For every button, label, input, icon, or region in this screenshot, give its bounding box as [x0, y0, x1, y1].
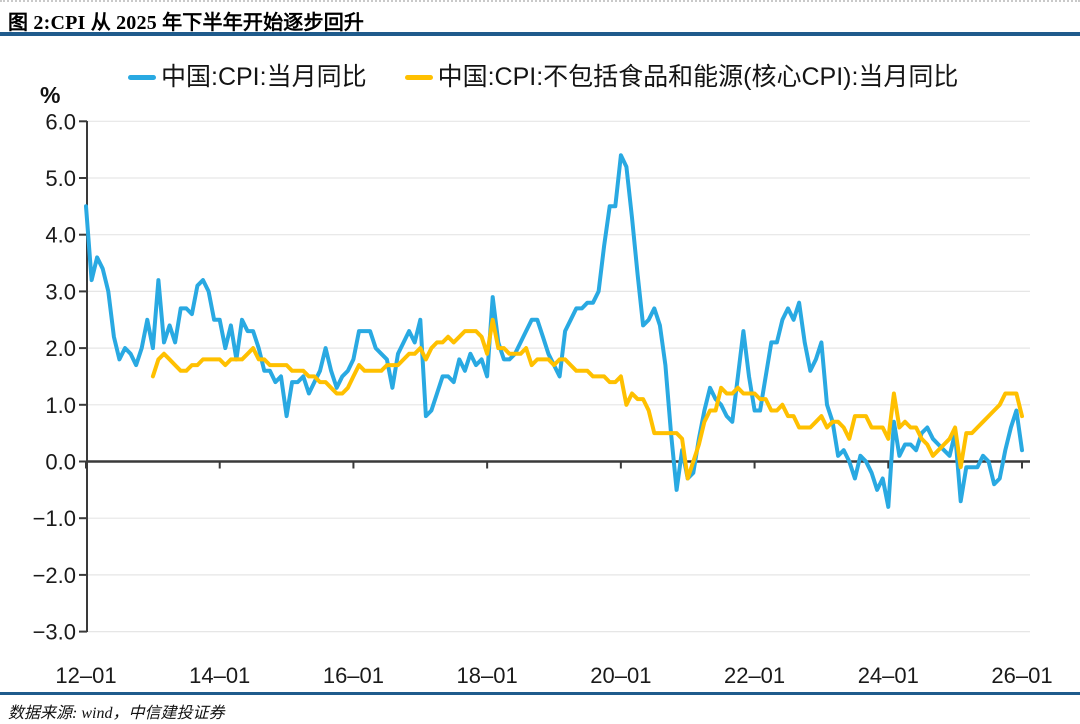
x-tick-label: 26–01 — [991, 663, 1052, 688]
x-tick-label: 22–01 — [724, 663, 785, 688]
legend-item-cpi: 中国:CPI:当月同比 — [128, 60, 367, 94]
y-tick-label: 3.0 — [45, 279, 76, 304]
x-tick-label: 20–01 — [590, 663, 651, 688]
y-tick-label: −2.0 — [33, 563, 76, 588]
y-tick-label: 0.0 — [45, 450, 76, 475]
chart-legend: 中国:CPI:当月同比 中国:CPI:不包括食品和能源(核心CPI):当月同比 — [128, 60, 958, 94]
y-tick-label: −3.0 — [33, 620, 76, 645]
x-tick-label: 24–01 — [858, 663, 919, 688]
data-source-note: 数据来源: wind，中信建投证券 — [8, 705, 225, 722]
y-tick-label: 4.0 — [45, 223, 76, 248]
core-cpi-line-marker-icon — [404, 74, 433, 80]
y-axis-unit-label: % — [40, 82, 61, 108]
legend-label-core-cpi: 中国:CPI:不包括食品和能源(核心CPI):当月同比 — [437, 63, 959, 91]
series-line-core-cpi — [150, 317, 1024, 481]
series-line-cpi — [84, 153, 1024, 509]
legend-label-cpi: 中国:CPI:当月同比 — [161, 63, 367, 91]
bottom-divider-rule — [0, 692, 1080, 695]
x-tick-label: 16–01 — [323, 663, 384, 688]
x-tick-label: 12–01 — [55, 663, 116, 688]
cpi-line-marker-icon — [128, 74, 156, 80]
title-divider-rule — [0, 32, 1080, 36]
y-tick-label: −1.0 — [33, 506, 76, 531]
figure-title: 图 2:CPI 从 2025 年下半年开始逐步回升 — [8, 12, 365, 34]
y-tick-label: 2.0 — [45, 336, 76, 361]
x-tick-label: 18–01 — [457, 663, 518, 688]
y-tick-label: 5.0 — [45, 166, 76, 191]
y-tick-label: 1.0 — [45, 393, 76, 418]
y-tick-label: 6.0 — [45, 109, 76, 134]
legend-item-core-cpi: 中国:CPI:不包括食品和能源(核心CPI):当月同比 — [404, 60, 959, 94]
x-tick-label: 14–01 — [189, 663, 250, 688]
